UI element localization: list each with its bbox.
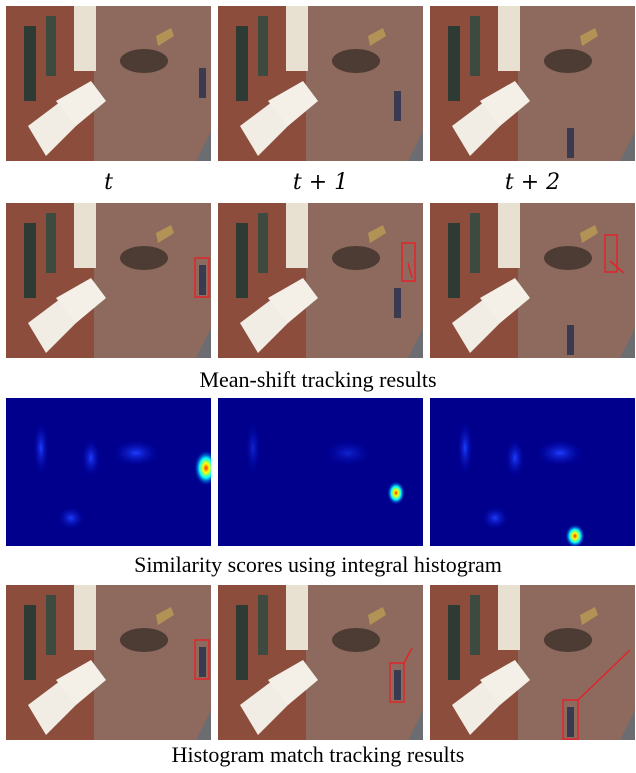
tracking-box xyxy=(194,257,210,298)
histmatch-frame-t-plus-1 xyxy=(218,585,423,740)
histmatch-frame-t-plus-2 xyxy=(430,585,635,740)
frame-t xyxy=(6,6,211,161)
frame-t-plus-2 xyxy=(430,6,635,161)
heatmap-t-plus-1 xyxy=(218,398,423,546)
histmatch-frame-t xyxy=(6,585,211,740)
heatmap-t-plus-2 xyxy=(430,398,635,546)
label-t: t xyxy=(104,170,113,195)
meanshift-frame-t-plus-1 xyxy=(218,203,423,358)
tracking-box xyxy=(194,639,210,680)
tracking-box xyxy=(604,234,618,273)
caption-similarity: Similarity scores using integral histogr… xyxy=(134,552,502,577)
tracking-box xyxy=(562,699,579,740)
tracking-box xyxy=(389,662,405,703)
label-t-plus-1: t + 1 xyxy=(292,170,349,195)
meanshift-frame-t-plus-2 xyxy=(430,203,635,358)
heatmap-t xyxy=(6,398,211,546)
label-t-plus-2: t + 2 xyxy=(504,170,561,195)
frame-t-plus-1 xyxy=(218,6,423,161)
meanshift-frame-t xyxy=(6,203,211,358)
caption-histmatch: Histogram match tracking results xyxy=(171,742,465,767)
caption-meanshift: Mean-shift tracking results xyxy=(199,367,437,392)
tracking-box xyxy=(401,242,416,282)
